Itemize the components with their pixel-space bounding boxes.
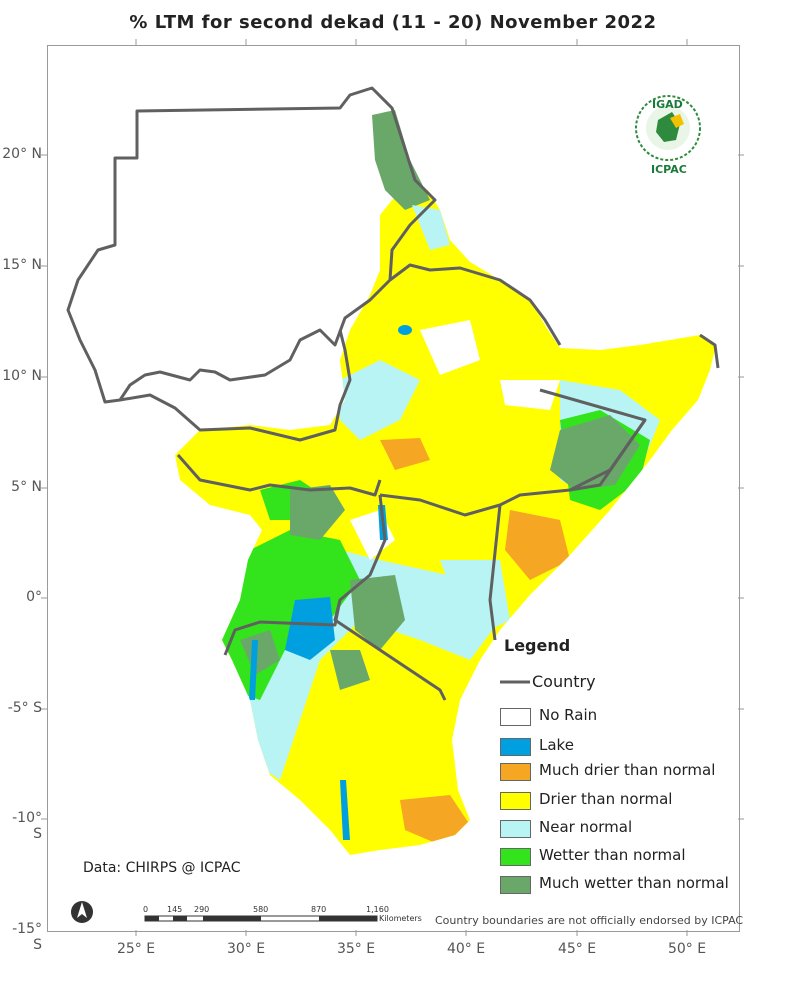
disclaimer: Country boundaries are not officially en… <box>435 914 744 927</box>
scale-tick-145: 145 <box>167 905 183 914</box>
lon-label-25e: 25° E <box>116 941 156 957</box>
igad-logo-text: IGAD <box>652 98 683 111</box>
lat-label-10n: 10° N <box>2 368 42 384</box>
legend-country-label: Country <box>532 672 596 691</box>
coastal-near-patch <box>412 205 450 250</box>
north-arrow-icon <box>71 901 93 923</box>
lat-label-5n: 5° N <box>11 479 42 495</box>
legend-swatch <box>500 708 531 726</box>
lat-label-10s: -10° S <box>12 810 42 842</box>
graticule-ticks <box>41 39 744 936</box>
icpac-logo-text: ICPAC <box>651 163 687 176</box>
legend-swatch <box>500 763 531 781</box>
lon-label-50e: 50° E <box>667 941 707 957</box>
lat-label-15n: 15° N <box>2 257 42 273</box>
lon-label-35e: 35° E <box>336 941 376 957</box>
scale-unit: Kilometers <box>379 914 422 923</box>
legend-swatch <box>500 820 531 838</box>
legend-label: Much drier than normal <box>539 761 716 779</box>
legend-title: Legend <box>504 636 571 655</box>
legend-label: Lake <box>539 736 574 754</box>
scale-bar <box>144 915 378 922</box>
scale-tick-1160: 1,160 <box>366 905 389 914</box>
map-title: % LTM for second dekad (11 - 20) Novembe… <box>129 12 657 33</box>
legend-label: No Rain <box>539 706 598 724</box>
legend-label: Wetter than normal <box>539 846 686 864</box>
igad-logo <box>635 95 701 161</box>
scale-tick-290: 290 <box>194 905 210 914</box>
lat-label-5s: -5° S <box>7 700 42 716</box>
legend-swatch <box>500 876 531 894</box>
lon-label-30e: 30° E <box>226 941 266 957</box>
lat-label-15s: -15° S <box>12 921 42 953</box>
lon-label-40e: 40° E <box>446 941 486 957</box>
data-source: Data: CHIRPS @ ICPAC <box>83 860 241 876</box>
country-borders <box>66 86 720 701</box>
legend-swatch <box>500 738 531 756</box>
legend-label: Much wetter than normal <box>539 874 729 892</box>
legend-swatch <box>500 792 531 810</box>
lat-label-20n: 20° N <box>2 146 42 162</box>
legend-label: Near normal <box>539 818 633 836</box>
lat-label-0: 0° <box>26 589 42 605</box>
legend-swatch <box>500 848 531 866</box>
scale-tick-0: 0 <box>143 905 149 914</box>
scale-tick-870: 870 <box>311 905 327 914</box>
coastal-wetter-patch <box>372 110 430 210</box>
scale-tick-580: 580 <box>253 905 269 914</box>
lon-label-45e: 45° E <box>557 941 597 957</box>
legend-label: Drier than normal <box>539 790 673 808</box>
